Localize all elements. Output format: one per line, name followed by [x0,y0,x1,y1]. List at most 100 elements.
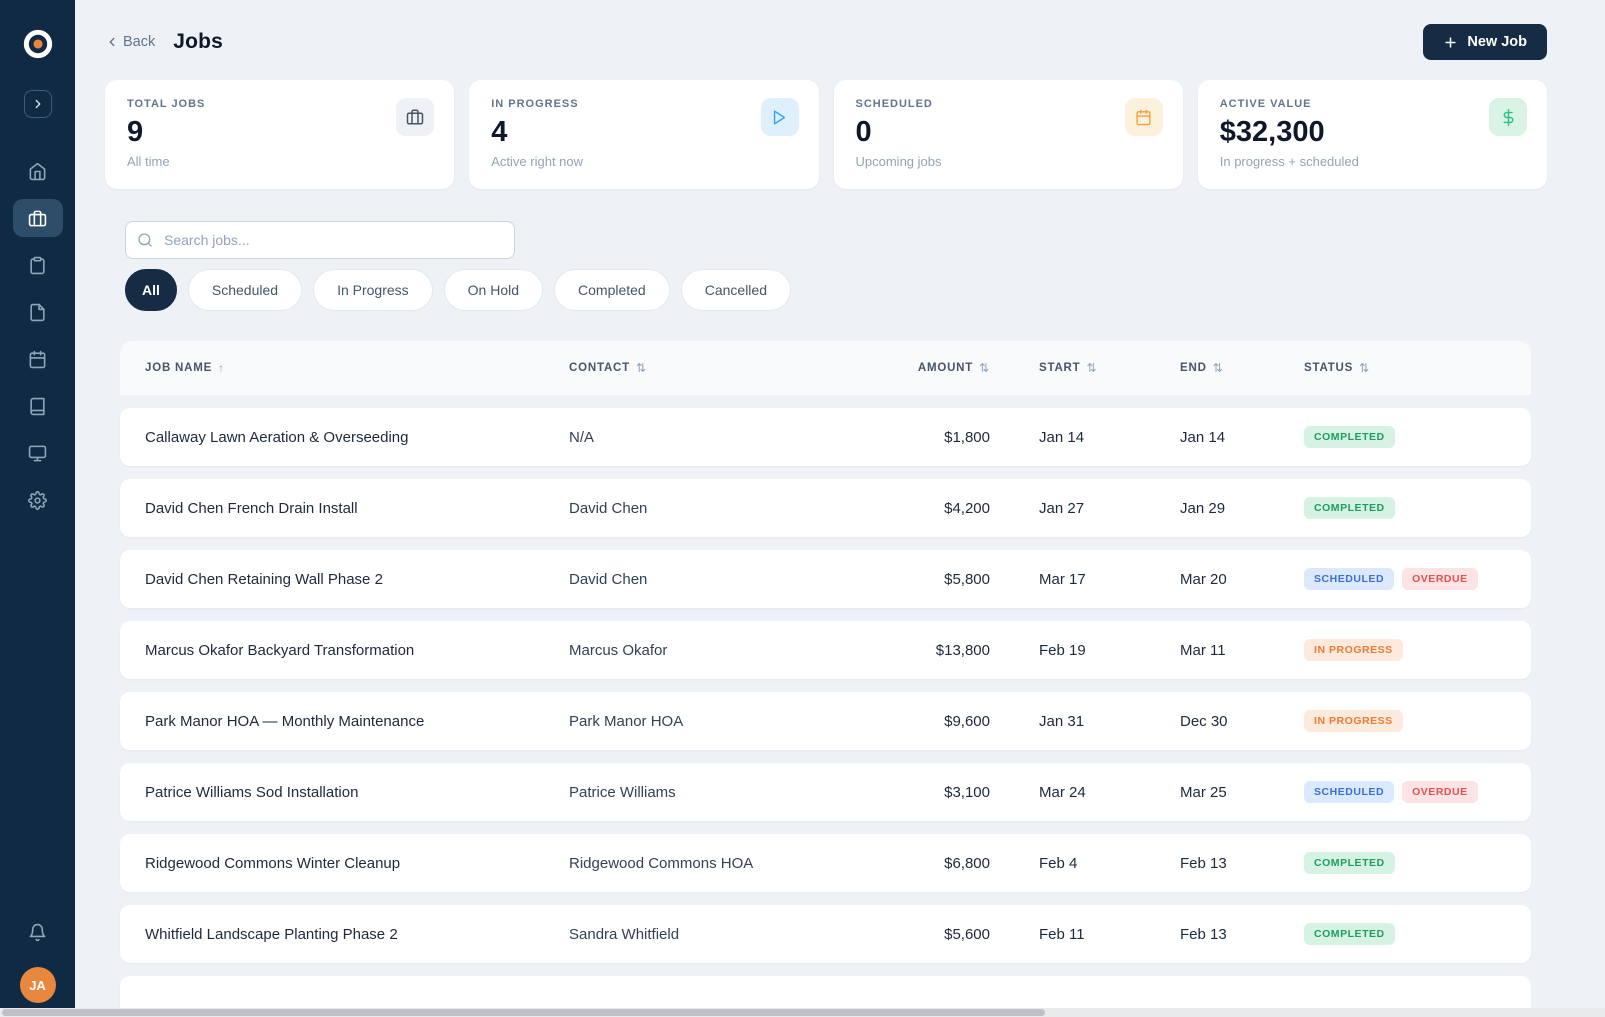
filter-scheduled[interactable]: Scheduled [187,269,303,311]
sidebar-item-documents[interactable] [13,293,63,331]
job-contact: David Chen [569,570,648,588]
job-name: David Chen Retaining Wall Phase 2 [145,570,383,588]
stat-label: TOTAL JOBS [127,98,206,110]
back-label: Back [123,34,156,50]
table-row[interactable]: Whitfield Landscape Planting Phase 2 San… [120,905,1531,963]
job-end: Dec 30 [1180,712,1228,730]
job-end: Feb 13 [1180,854,1227,872]
filter-completed[interactable]: Completed [554,269,670,311]
job-name: Marcus Okafor Backyard Transformation [145,641,415,659]
column-header-contact[interactable]: CONTACT ⇅ [569,361,647,375]
stat-card-scheduled: SCHEDULED 0 Upcoming jobs [833,80,1183,189]
column-header-job-name[interactable]: JOB NAME ↑ [145,361,225,375]
sort-icon: ⇅ [1086,361,1098,375]
filter-chips: All Scheduled In Progress On Hold Comple… [125,269,1547,311]
filter-in-progress[interactable]: In Progress [313,269,433,311]
sidebar-item-jobs[interactable] [12,199,63,237]
job-contact: David Chen [569,499,648,517]
status-badge: SCHEDULED [1304,568,1395,590]
notifications-button[interactable] [28,923,47,945]
sort-icon: ⇅ [636,361,647,375]
page-header: Back Jobs New Job [105,24,1547,60]
column-header-end[interactable]: END ⇅ [1180,361,1224,375]
status-badge: COMPLETED [1304,923,1395,945]
search-icon [138,233,152,247]
job-amount: $5,600 [944,925,990,943]
job-amount: $5,800 [944,570,990,588]
sidebar-item-ledger[interactable] [13,387,63,425]
job-start: Feb 19 [1039,641,1086,659]
status-badge: IN PROGRESS [1304,639,1403,661]
job-name: David Chen French Drain Install [145,499,358,517]
gear-icon [28,490,47,510]
stat-sub: Active right now [491,154,584,169]
chevron-right-icon [35,99,40,109]
column-header-start[interactable]: START ⇅ [1039,361,1098,375]
table-row[interactable]: Callaway Lawn Aeration & Overseeding N/A… [120,408,1531,466]
sort-asc-icon: ↑ [218,361,225,375]
table-row[interactable]: Patrice Williams Sod Installation Patric… [120,763,1531,821]
job-contact: Patrice Williams [569,783,676,801]
bell-icon [29,923,46,942]
job-end: Jan 29 [1180,499,1226,517]
stats-row: TOTAL JOBS 9 All time IN PROGRESS 4 Acti… [105,80,1547,189]
job-amount: $4,200 [944,499,990,517]
avatar[interactable]: JA [19,967,56,1003]
scrollbar-thumb[interactable] [2,1009,1046,1016]
stat-card-total-jobs: TOTAL JOBS 9 All time [105,80,455,189]
job-amount: $1,800 [944,428,990,446]
back-button[interactable]: Back [105,34,155,50]
sidebar-item-settings[interactable] [13,481,63,519]
job-start: Jan 31 [1039,712,1085,730]
search-input[interactable] [125,221,515,259]
table-row[interactable]: David Chen Retaining Wall Phase 2 David … [120,550,1531,608]
play-icon [760,98,799,136]
table-row[interactable]: Marcus Okafor Backyard Transformation Ma… [120,621,1531,679]
table-header: JOB NAME ↑ CONTACT ⇅ AMOUNT ⇅ START ⇅ END ⇅ S… [120,341,1531,395]
stat-value: 9 [127,116,144,148]
overdue-badge: OVERDUE [1402,568,1478,590]
job-end: Mar 11 [1180,641,1226,659]
status-badge: COMPLETED [1304,497,1395,519]
job-contact: Park Manor HOA [569,712,684,730]
sort-icon: ⇅ [1359,361,1370,375]
stat-sub: In progress + scheduled [1219,154,1359,169]
filter-all[interactable]: All [125,269,177,311]
job-name: Callaway Lawn Aeration & Overseeding [145,428,409,446]
sidebar-nav [12,152,63,519]
job-amount: $3,100 [944,783,990,801]
job-contact: Ridgewood Commons HOA [569,854,754,872]
job-start: Feb 4 [1039,854,1078,872]
column-header-amount[interactable]: AMOUNT ⇅ [917,361,990,375]
filter-cancelled[interactable]: Cancelled [680,269,791,311]
filter-on-hold[interactable]: On Hold [443,269,544,311]
controls: All Scheduled In Progress On Hold Comple… [125,221,1547,311]
sidebar-item-calendar[interactable] [13,340,63,378]
file-icon [30,303,45,321]
sidebar-item-contacts[interactable] [13,246,63,284]
status-badge: SCHEDULED [1304,781,1395,803]
column-header-status[interactable]: STATUS ⇅ [1304,361,1370,375]
sidebar-item-reports[interactable] [13,434,63,472]
stat-value: 0 [855,116,872,148]
job-name: Patrice Williams Sod Installation [145,783,359,801]
stat-sub: Upcoming jobs [855,154,942,169]
horizontal-scrollbar[interactable] [0,1008,1605,1017]
new-job-button[interactable]: New Job [1423,24,1547,60]
table-row[interactable]: Ridgewood Commons Winter Cleanup Ridgewo… [120,834,1531,892]
job-end: Mar 25 [1180,783,1227,801]
book-icon [30,397,45,415]
jobs-table: JOB NAME ↑ CONTACT ⇅ AMOUNT ⇅ START ⇅ END ⇅ S… [120,341,1531,1017]
sidebar-item-home[interactable] [13,152,63,190]
overdue-badge: OVERDUE [1402,781,1478,803]
table-row[interactable]: Park Manor HOA — Monthly Maintenance Par… [120,692,1531,750]
job-start: Mar 17 [1039,570,1086,588]
page-title: Jobs [173,30,224,53]
sort-icon: ⇅ [979,361,990,375]
stat-label: ACTIVE VALUE [1219,98,1312,110]
job-name: Ridgewood Commons Winter Cleanup [145,854,401,872]
job-end: Feb 13 [1180,925,1227,943]
table-row[interactable]: David Chen French Drain Install David Ch… [120,479,1531,537]
job-end: Jan 14 [1180,428,1226,446]
sidebar-expand-button[interactable] [23,90,52,118]
